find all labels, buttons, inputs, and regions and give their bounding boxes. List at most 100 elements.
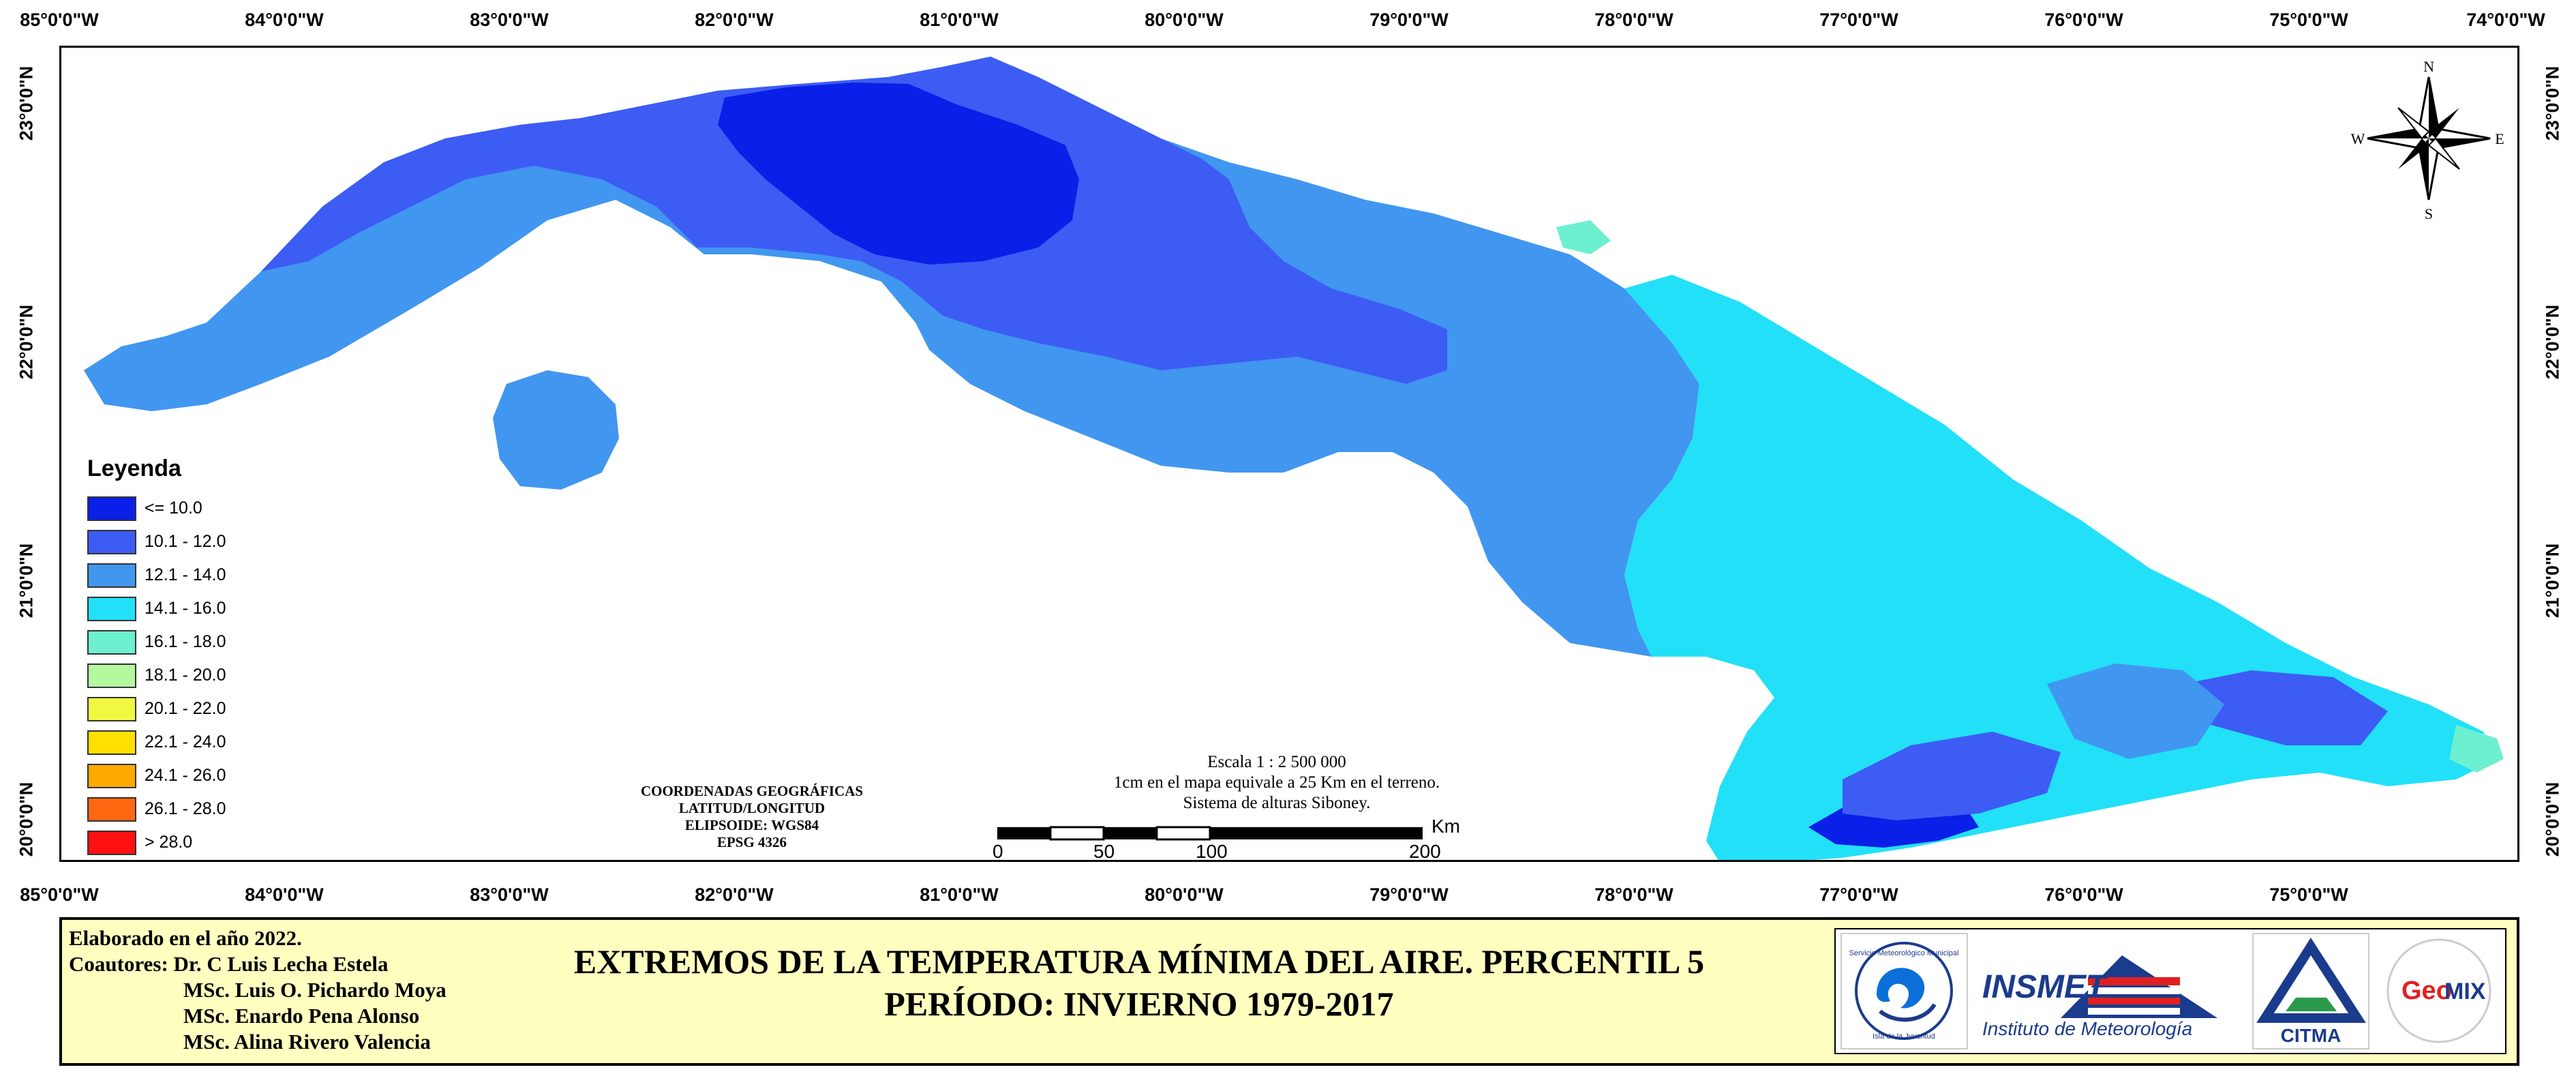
top-tick-85w: 85°0'0"W bbox=[20, 10, 99, 30]
scale-tick-200: 200 bbox=[1409, 841, 1441, 862]
legend: Leyenda <= 10.0 10.1 - 12.0 12.1 - 14.0 … bbox=[87, 456, 226, 859]
bottom-tick-76w: 76°0'0"W bbox=[2044, 884, 2123, 905]
legend-label: 14.1 - 16.0 bbox=[145, 599, 226, 618]
legend-label: 10.1 - 12.0 bbox=[145, 532, 226, 551]
top-tick-81w: 81°0'0"W bbox=[920, 10, 999, 30]
insmet-subtitle: Instituto de Meteorología bbox=[1982, 1018, 2192, 1039]
legend-swatch bbox=[87, 496, 136, 521]
legend-swatch bbox=[87, 763, 136, 788]
top-tick-79w: 79°0'0"W bbox=[1369, 10, 1449, 30]
right-tick-23n: 23°0'0"N bbox=[2542, 65, 2563, 141]
bottom-tick-80w: 80°0'0"W bbox=[1145, 884, 1224, 905]
bottom-tick-85w: 85°0'0"W bbox=[20, 884, 99, 905]
left-tick-21n: 21°0'0"N bbox=[16, 543, 37, 618]
bottom-tick-82w: 82°0'0"W bbox=[695, 884, 774, 905]
geomix-text-1: Geo bbox=[2401, 976, 2452, 1005]
legend-label: 24.1 - 26.0 bbox=[145, 766, 226, 785]
legend-swatch bbox=[87, 830, 136, 855]
legend-swatch bbox=[87, 796, 136, 822]
coords-line: ELIPSOIDE: WGS84 bbox=[684, 817, 819, 833]
citma-logo: CITMA bbox=[2252, 933, 2369, 1049]
bottom-tick-84w: 84°0'0"W bbox=[245, 884, 324, 905]
zone-10-12-east2 bbox=[2183, 670, 2388, 745]
isla-juventud bbox=[493, 370, 619, 490]
bottom-tick-79w: 79°0'0"W bbox=[1369, 884, 1449, 905]
legend-swatch bbox=[87, 629, 136, 655]
top-tick-78w: 78°0'0"W bbox=[1594, 10, 1673, 30]
map-frame: N S E W Leyenda <= 10.0 10.1 - 12.0 12.1… bbox=[59, 46, 2519, 862]
legend-item: 16.1 - 18.0 bbox=[87, 625, 226, 659]
legend-label: 22.1 - 24.0 bbox=[145, 732, 226, 751]
top-tick-77w: 77°0'0"W bbox=[1819, 10, 1898, 30]
scale-line: Escala 1 : 2 500 000 bbox=[1207, 753, 1346, 771]
scale-tick-100: 100 bbox=[1196, 841, 1228, 862]
insmet-name: INSMET bbox=[1982, 969, 2108, 1005]
zone-16-18-tip bbox=[2449, 725, 2504, 773]
zone-le-10 bbox=[718, 83, 1079, 265]
top-tick-75w: 75°0'0"W bbox=[2269, 10, 2348, 30]
zone-16-18-coast bbox=[1556, 220, 1611, 254]
legend-item: 14.1 - 16.0 bbox=[87, 592, 226, 625]
legend-label: 26.1 - 28.0 bbox=[145, 799, 226, 818]
coords-line: LATITUD/LONGITUD bbox=[678, 800, 825, 816]
credits-line: Coautores: Dr. C Luis Lecha Estela bbox=[69, 952, 389, 976]
coords-line: COORDENADAS GEOGRÁFICAS bbox=[640, 783, 864, 799]
title-line-1: EXTREMOS DE LA TEMPERATURA MÍNIMA DEL AI… bbox=[573, 942, 1705, 981]
bottom-tick-81w: 81°0'0"W bbox=[920, 884, 999, 905]
top-tick-83w: 83°0'0"W bbox=[470, 10, 549, 30]
compass-s: S bbox=[2425, 205, 2433, 222]
coordinates-block: COORDENADAS GEOGRÁFICAS LATITUD/LONGITUD… bbox=[616, 783, 888, 851]
scale-line: Sistema de alturas Siboney. bbox=[1183, 794, 1371, 812]
legend-item: <= 10.0 bbox=[87, 492, 226, 525]
scale-tick-0: 0 bbox=[992, 841, 1003, 862]
insmet-logo: INSMET Instituto de Meteorología bbox=[1975, 934, 2241, 1049]
top-tick-74w: 74°0'0"W bbox=[2466, 10, 2545, 30]
legend-swatch bbox=[87, 730, 136, 755]
legend-label: 12.1 - 14.0 bbox=[145, 565, 226, 584]
logos-panel: Servicio Meteorológico Municipal Isla de… bbox=[1834, 928, 2506, 1054]
smm-logo: Servicio Meteorológico Municipal Isla de… bbox=[1840, 933, 1968, 1049]
legend-item: 26.1 - 28.0 bbox=[87, 792, 226, 826]
legend-title: Leyenda bbox=[87, 456, 181, 481]
bottom-tick-83w: 83°0'0"W bbox=[470, 884, 549, 905]
legend-item: 12.1 - 14.0 bbox=[87, 558, 226, 592]
compass-w: W bbox=[2351, 130, 2365, 147]
legend-item: 20.1 - 22.0 bbox=[87, 692, 226, 726]
legend-item: > 28.0 bbox=[87, 826, 226, 859]
legend-label: 16.1 - 18.0 bbox=[145, 632, 226, 651]
scale-line: 1cm en el mapa equivale a 25 Km en el te… bbox=[1113, 773, 1440, 792]
left-tick-20n: 20°0'0"N bbox=[16, 781, 37, 857]
left-tick-22n: 22°0'0"N bbox=[16, 304, 37, 380]
citma-text: CITMA bbox=[2281, 1025, 2342, 1046]
legend-label: 18.1 - 20.0 bbox=[145, 666, 226, 685]
zone-12-14 bbox=[84, 57, 1699, 657]
legend-swatch bbox=[87, 596, 136, 621]
bottom-tick-75w: 75°0'0"W bbox=[2269, 884, 2348, 905]
top-tick-80w: 80°0'0"W bbox=[1145, 10, 1224, 30]
compass-e: E bbox=[2495, 130, 2504, 147]
credits-line: MSc. Luis O. Pichardo Moya bbox=[183, 978, 446, 1002]
legend-item: 10.1 - 12.0 bbox=[87, 525, 226, 558]
top-tick-84w: 84°0'0"W bbox=[245, 10, 324, 30]
credits-line: Elaborado en el año 2022. bbox=[69, 926, 302, 950]
compass-n: N bbox=[2423, 58, 2434, 75]
geomix-text-2: MIX bbox=[2444, 979, 2486, 1004]
legend-item: 22.1 - 24.0 bbox=[87, 726, 226, 759]
footer-panel: Elaborado en el año 2022. Coautores: Dr.… bbox=[59, 917, 2519, 1066]
scale-text: Escala 1 : 2 500 000 1cm en el mapa equi… bbox=[1045, 752, 1509, 814]
top-tick-76w: 76°0'0"W bbox=[2044, 10, 2123, 30]
scale-bar bbox=[997, 826, 1423, 841]
geomix-logo: Geo MIX bbox=[2386, 938, 2491, 1043]
zone-14-16 bbox=[1624, 275, 2497, 860]
bottom-tick-77w: 77°0'0"W bbox=[1819, 884, 1898, 905]
legend-label: > 28.0 bbox=[145, 833, 193, 852]
legend-label: <= 10.0 bbox=[145, 498, 202, 518]
right-tick-22n: 22°0'0"N bbox=[2542, 304, 2563, 380]
map-title: EXTREMOS DE LA TEMPERATURA MÍNIMA DEL AI… bbox=[491, 940, 1787, 1025]
bottom-tick-78w: 78°0'0"W bbox=[1594, 884, 1673, 905]
legend-swatch bbox=[87, 696, 136, 721]
top-tick-82w: 82°0'0"W bbox=[695, 10, 774, 30]
zone-12-14-east bbox=[2047, 663, 2224, 759]
legend-label: 20.1 - 22.0 bbox=[145, 699, 226, 718]
logos-svg: Servicio Meteorológico Municipal Isla de… bbox=[1840, 933, 2491, 1049]
